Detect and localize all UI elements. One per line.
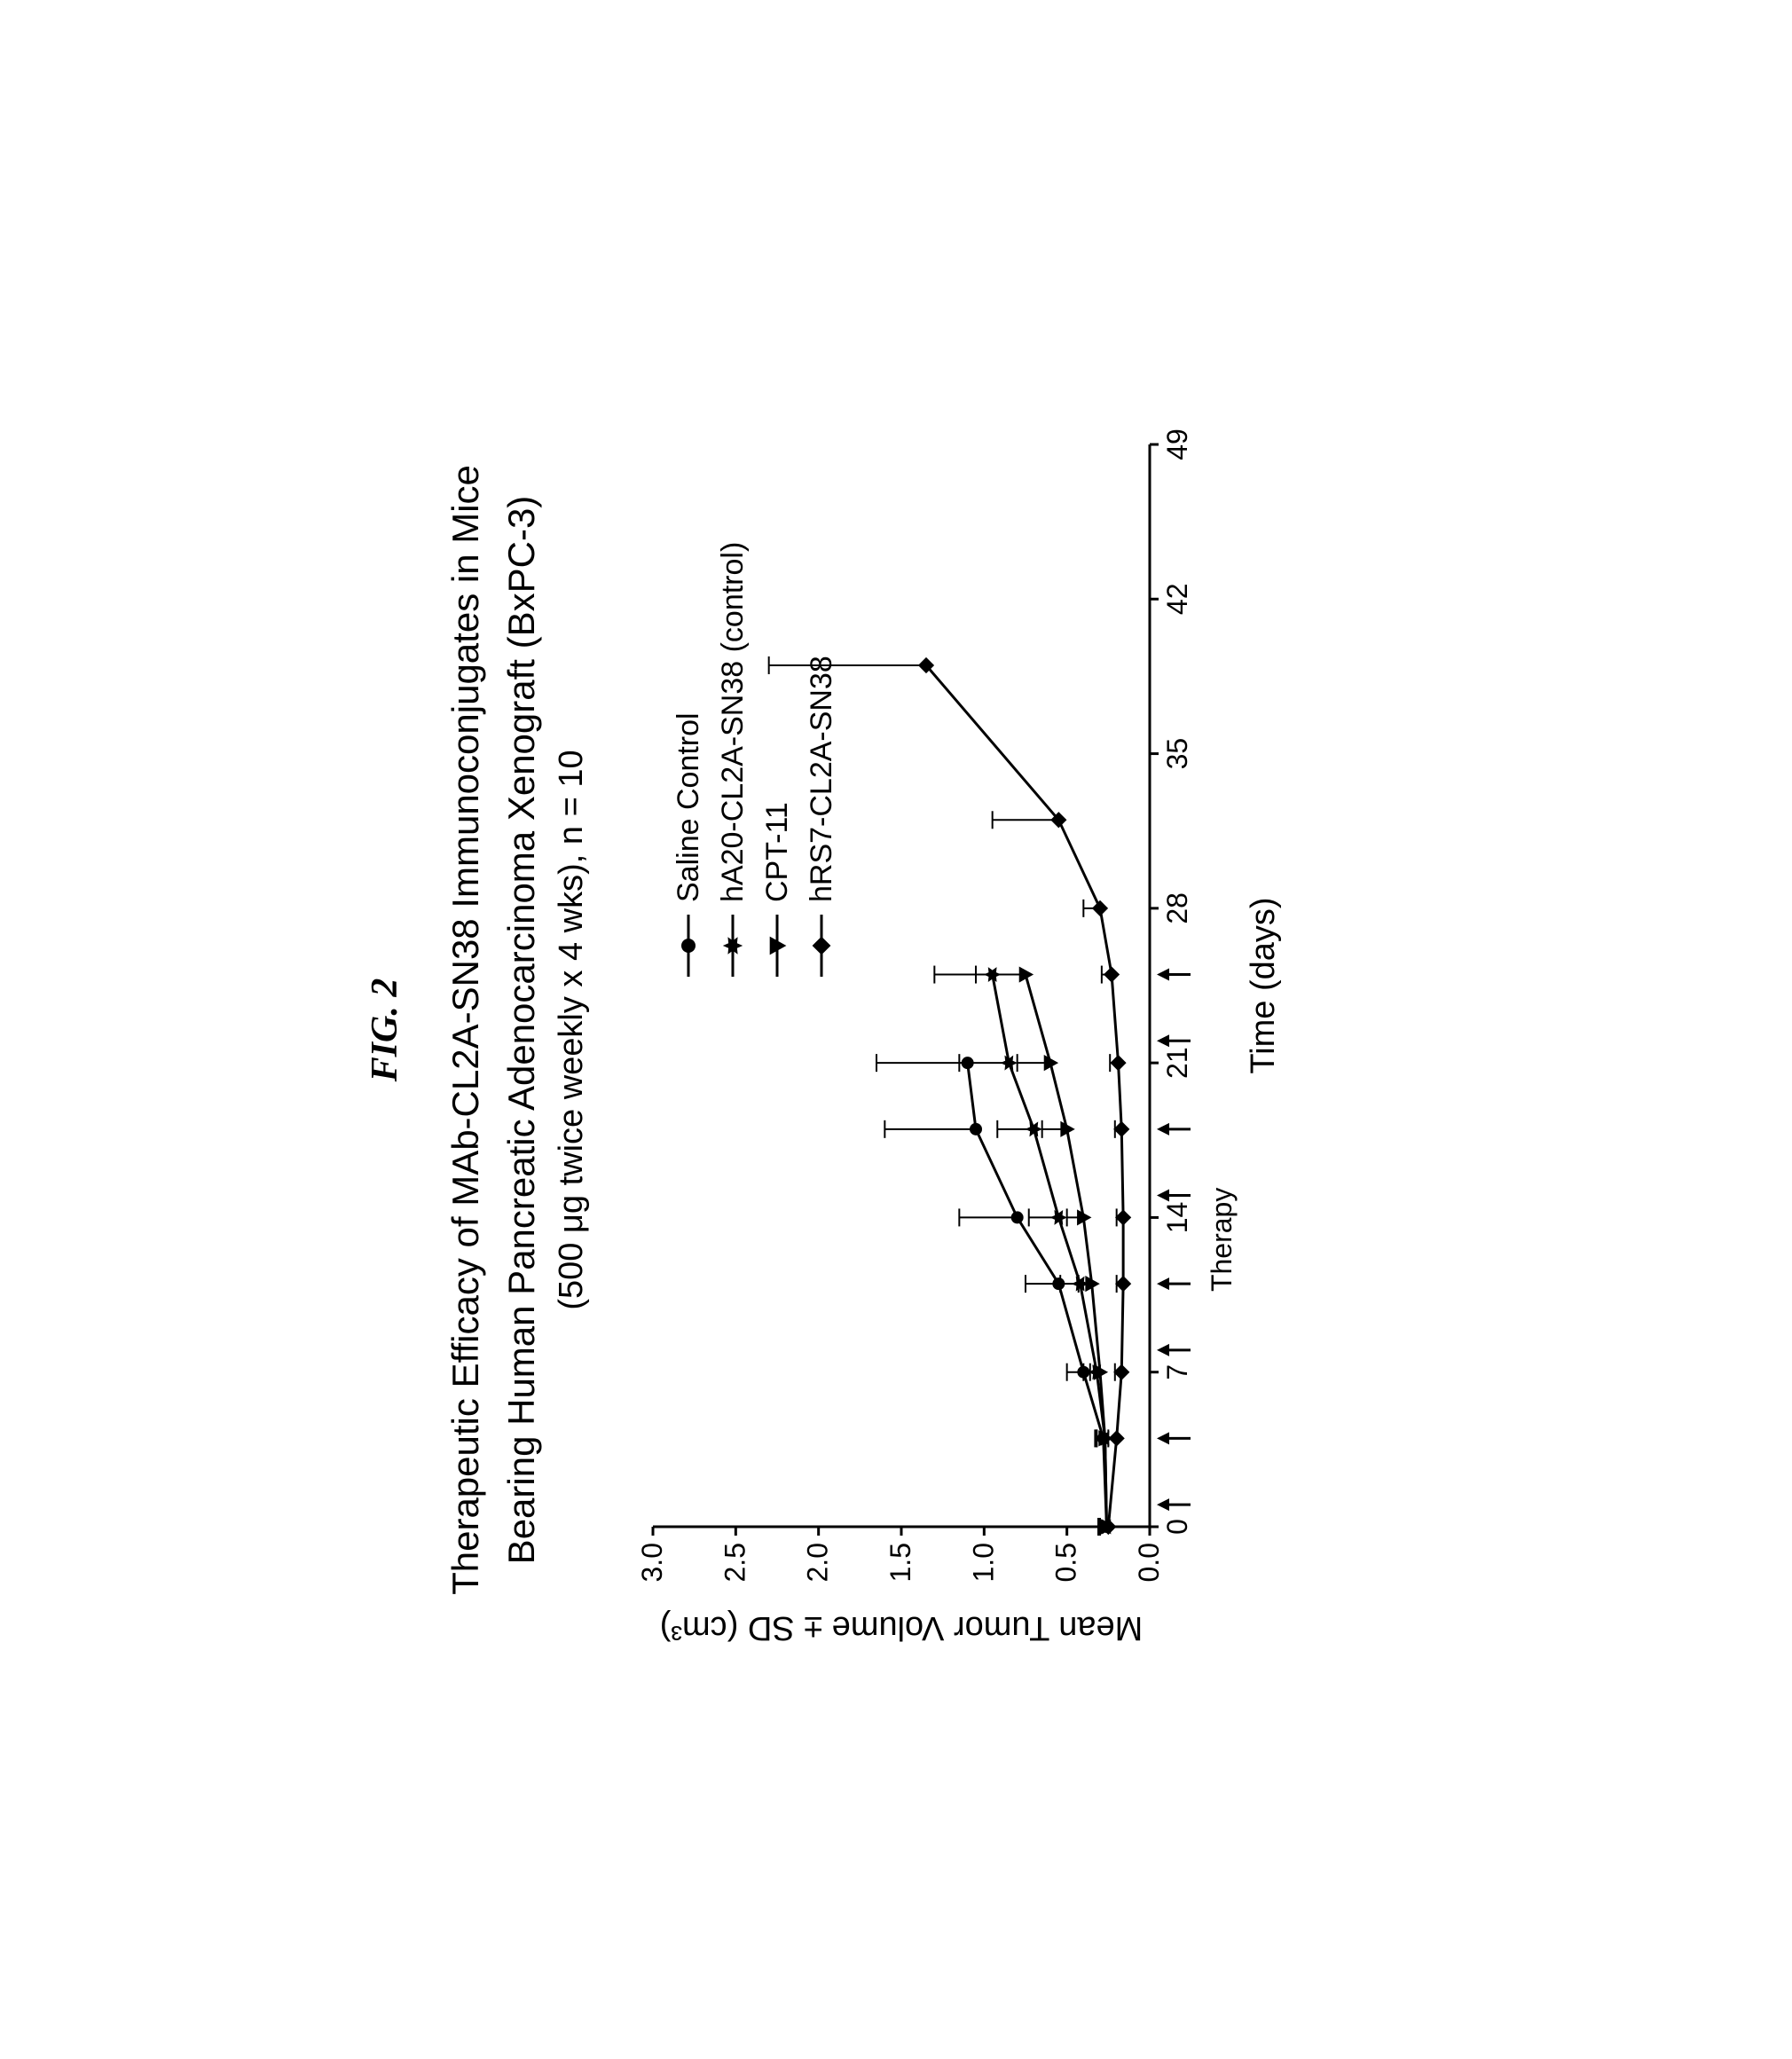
svg-text:2.5: 2.5 (719, 1543, 751, 1582)
figure-title-line1: Therapeutic Efficacy of MAb-CL2A-SN38 Im… (442, 320, 491, 1740)
page-container: FIG. 2 Therapeutic Efficacy of MAb-CL2A-… (0, 0, 1792, 2059)
svg-text:7: 7 (1161, 1363, 1193, 1379)
svg-text:42: 42 (1161, 583, 1193, 615)
svg-text:14: 14 (1161, 1201, 1193, 1233)
svg-text:Time (days): Time (days) (1245, 897, 1282, 1073)
svg-text:2.0: 2.0 (802, 1543, 834, 1582)
figure-subtitle: (500 μg twice weekly x 4 wks), n = 10 (553, 320, 591, 1740)
figure-label: FIG. 2 (364, 320, 406, 1740)
svg-text:0.5: 0.5 (1050, 1543, 1082, 1582)
svg-text:hA20-CL2A-SN38 (control): hA20-CL2A-SN38 (control) (716, 541, 750, 901)
svg-text:1.5: 1.5 (884, 1543, 916, 1582)
svg-text:35: 35 (1161, 737, 1193, 769)
svg-text:0: 0 (1161, 1519, 1193, 1535)
svg-text:Saline Control: Saline Control (672, 712, 705, 902)
svg-text:1.0: 1.0 (968, 1543, 1000, 1582)
chart-svg: 0.0 0.5 1.0 1.5 2.0 2.5 3.0 0 7 14 21 28 35 42 49 Thera… (617, 409, 1327, 1651)
chart-area: 0.0 0.5 1.0 1.5 2.0 2.5 3.0 0 7 14 21 28 35 42 49 Thera… (617, 409, 1327, 1651)
svg-text:21: 21 (1161, 1047, 1193, 1079)
figure-title-line2: Bearing Human Pancreatic Adenocarcinoma … (498, 320, 546, 1740)
svg-text:Therapy: Therapy (1206, 1187, 1238, 1291)
figure-wrapper: FIG. 2 Therapeutic Efficacy of MAb-CL2A-… (364, 320, 1428, 1740)
svg-text:hRS7-CL2A-SN38: hRS7-CL2A-SN38 (805, 656, 838, 902)
svg-text:CPT-11: CPT-11 (760, 802, 794, 902)
svg-text:3.0: 3.0 (636, 1543, 668, 1582)
svg-text:Mean Tumor Volume ± SD (cm³): Mean Tumor Volume ± SD (cm³) (660, 1609, 1144, 1646)
svg-text:0.0: 0.0 (1133, 1543, 1165, 1582)
svg-text:49: 49 (1161, 428, 1193, 460)
svg-text:28: 28 (1161, 892, 1193, 924)
